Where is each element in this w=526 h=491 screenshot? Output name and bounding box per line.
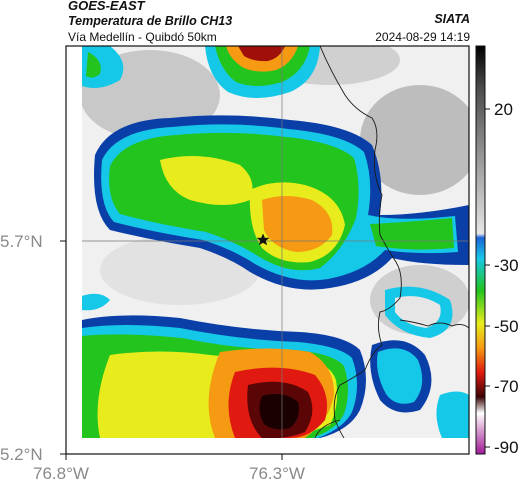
satellite-title: GOES-EAST — [68, 0, 145, 13]
colorbar-tick-label: 20 — [494, 100, 513, 119]
colorbar-tick-label: -30 — [494, 256, 519, 275]
lat-tick-label: 5.7°N — [0, 232, 43, 251]
product-title: Temperatura de Brillo CH13 — [68, 14, 233, 28]
lon-tick-label: 76.3°W — [249, 464, 305, 483]
colorbar-tick-label: -70 — [494, 377, 519, 396]
colorbar-tick-label: -90 — [494, 438, 519, 457]
organization-label: SIATA — [434, 12, 470, 26]
location-label: Vía Medellín - Quibdó 50km — [68, 30, 217, 44]
lon-tick-label: 76.8°W — [33, 464, 89, 483]
colorbar — [475, 45, 486, 455]
datetime-label: 2024-08-29 14:19 — [375, 30, 470, 44]
map-frame — [65, 45, 470, 455]
colorbar-tick-label: -50 — [494, 317, 519, 336]
star-marker — [256, 233, 270, 246]
brightness-temperature-image — [82, 46, 469, 438]
lat-tick-label: 5.2°N — [0, 445, 43, 464]
